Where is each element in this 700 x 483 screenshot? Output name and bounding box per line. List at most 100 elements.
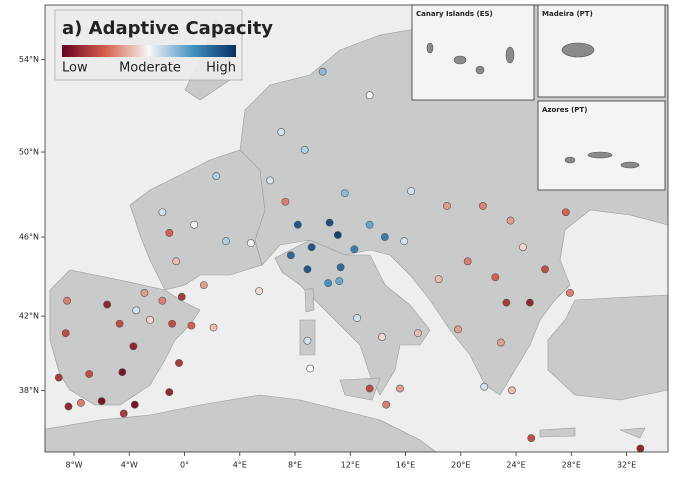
x-tick-label: 32°E — [617, 461, 636, 470]
site-point — [119, 409, 128, 418]
site-point — [158, 296, 167, 305]
site-point — [365, 91, 374, 100]
site-point — [303, 336, 312, 345]
site-point — [165, 388, 174, 397]
points — [54, 67, 645, 453]
inset-title: Madeira (PT) — [542, 10, 593, 18]
y-tick-label: 38°N — [19, 386, 39, 395]
site-point — [396, 384, 404, 393]
site-point — [353, 314, 362, 322]
land-africa — [45, 394, 437, 452]
island — [564, 156, 576, 164]
x-tick-label: 24°E — [506, 461, 525, 470]
site-point — [209, 323, 218, 332]
site-point — [519, 243, 527, 252]
inset-title: Azores (PT) — [542, 106, 587, 114]
site-point — [175, 359, 183, 367]
site-point — [222, 237, 230, 246]
site-point — [414, 329, 422, 338]
site-point — [454, 325, 462, 334]
colorbar — [62, 45, 236, 57]
site-point — [350, 245, 359, 254]
site-point — [306, 364, 315, 373]
site-point — [365, 220, 374, 229]
site-point — [172, 257, 181, 266]
inset-frame — [537, 4, 666, 98]
island — [505, 46, 515, 64]
site-point — [187, 321, 196, 330]
site-point — [212, 172, 221, 180]
inset-azores: Azores (PT) — [537, 100, 666, 191]
site-point — [407, 187, 415, 196]
x-tick-label: 20°E — [451, 461, 470, 470]
x-tick-label: 28°E — [562, 461, 581, 470]
x-tick-label: 4°W — [121, 461, 138, 470]
site-point — [118, 368, 127, 377]
x-tick-label: 4°E — [233, 461, 247, 470]
site-point — [146, 316, 154, 324]
legend-box: a) Adaptive Capacity Low Moderate High — [54, 9, 273, 81]
island — [587, 151, 613, 159]
island — [475, 65, 485, 75]
y-tick-label: 46°N — [19, 233, 39, 242]
site-point — [307, 243, 316, 252]
site-point — [85, 370, 94, 378]
site-point — [434, 275, 443, 284]
inset-frame — [537, 100, 666, 191]
land-sicily — [339, 377, 381, 401]
site-point — [54, 373, 63, 382]
y-tick-label: 54°N — [19, 55, 39, 64]
site-point — [77, 398, 85, 407]
site-point — [286, 251, 295, 260]
site-point — [266, 176, 275, 185]
site-point — [496, 338, 505, 347]
land-corsica — [304, 287, 315, 313]
site-point — [324, 279, 333, 288]
site-point — [246, 239, 255, 248]
site-point — [400, 237, 409, 246]
site-point — [165, 229, 174, 237]
site-point — [333, 231, 342, 239]
site-point — [277, 128, 286, 136]
site-point — [443, 202, 451, 210]
site-point — [491, 273, 500, 282]
site-point — [380, 233, 389, 241]
site-point — [318, 67, 327, 76]
legend-label: Low — [62, 61, 88, 76]
site-point — [300, 145, 309, 154]
inset-title: Canary Islands (ES) — [416, 10, 493, 18]
land-turkey — [547, 294, 668, 401]
site-point — [382, 400, 391, 409]
site-point — [199, 281, 208, 290]
site-point — [340, 189, 349, 198]
land-crete — [539, 427, 576, 438]
legend-label: Moderate — [119, 61, 181, 76]
site-point — [63, 296, 72, 305]
site-point — [463, 257, 472, 266]
island — [426, 42, 434, 54]
site-point — [168, 319, 176, 328]
x-tick-label: 16°E — [396, 461, 415, 470]
site-point — [506, 216, 515, 225]
inset-madeira: Madeira (PT) — [537, 4, 666, 98]
island — [620, 161, 640, 169]
site-point — [61, 329, 70, 338]
y-tick-label: 42°N — [19, 312, 39, 321]
x-tick-label: 0° — [180, 461, 189, 470]
site-point — [129, 342, 138, 351]
site-point — [281, 197, 290, 206]
site-point — [130, 400, 139, 409]
site-point — [177, 292, 186, 301]
site-point — [508, 386, 516, 395]
site-point — [325, 218, 334, 227]
site-point — [132, 306, 141, 315]
site-point — [336, 263, 345, 272]
legend-label: High — [206, 61, 236, 76]
site-point — [255, 287, 264, 295]
site-point — [190, 220, 199, 229]
site-point — [525, 298, 534, 307]
x-tick-label: 12°E — [341, 461, 360, 470]
site-point — [103, 300, 112, 309]
